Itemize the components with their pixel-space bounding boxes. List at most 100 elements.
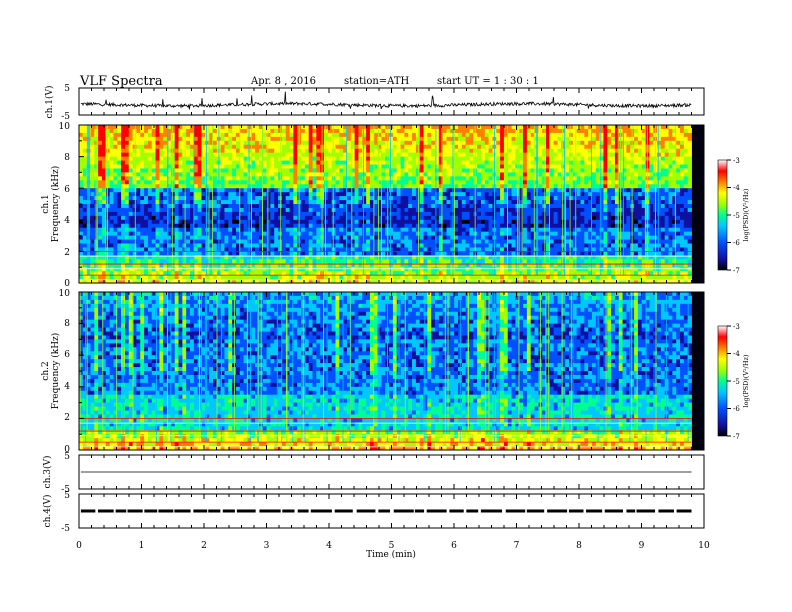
- spectrogram-cell: [526, 184, 532, 189]
- spectrogram-cell: [381, 231, 386, 236]
- spectrogram-cell: [523, 168, 528, 173]
- spectrogram-cell: [408, 172, 413, 177]
- spectrogram-cell: [98, 223, 103, 229]
- spectrogram-cell: [523, 207, 528, 213]
- spectrogram-cell: [101, 176, 107, 181]
- spectrogram-cell: [335, 184, 340, 189]
- spectrogram-cell: [339, 192, 344, 197]
- spectrogram-cell: [101, 227, 107, 233]
- spectrogram-cell: [496, 192, 501, 197]
- spectrogram-cell: [358, 219, 363, 225]
- spectrogram-cell: [124, 227, 130, 233]
- spectrogram-cell: [435, 251, 440, 256]
- spectrogram-cell: [392, 164, 398, 169]
- spectrogram-cell: [488, 231, 493, 236]
- spectrogram-cell: [530, 219, 535, 225]
- spectrogram-cell: [197, 239, 202, 244]
- spectrogram-cell: [350, 136, 356, 142]
- spectrogram-cell: [346, 128, 352, 134]
- spectrogram-cell: [442, 223, 447, 229]
- spectrogram-cell: [132, 251, 137, 256]
- spectrogram-cell: [220, 271, 225, 276]
- spectrogram-cell: [113, 235, 118, 240]
- spectrogram-cell: [465, 132, 470, 138]
- spectrogram-cell: [308, 279, 313, 284]
- spectrogram-cell: [469, 243, 474, 248]
- spectrogram-cell: [427, 267, 432, 272]
- spectrogram-cell: [304, 172, 310, 177]
- spectrogram-cell: [121, 184, 126, 189]
- spectrogram-cell: [121, 200, 126, 205]
- spectrogram-cell: [496, 247, 501, 252]
- spectrogram-cell: [193, 188, 199, 193]
- spectrogram-cell: [124, 188, 130, 193]
- spectrogram-cell: [381, 188, 386, 193]
- spectrogram-cell: [423, 132, 428, 138]
- spectrogram-cell: [446, 231, 451, 236]
- spectrogram-cell: [389, 271, 394, 276]
- spectrogram-cell: [331, 172, 336, 177]
- spectrogram-cell: [212, 196, 218, 201]
- spectrogram-cell: [151, 271, 156, 276]
- spectrogram-cell: [258, 279, 264, 284]
- spectrogram-cell: [373, 204, 378, 209]
- spectrogram-cell: [392, 188, 398, 193]
- spectrogram-cell: [408, 128, 413, 134]
- spectrogram-cell: [167, 176, 172, 181]
- spectrogram-cell: [530, 192, 535, 197]
- spectrogram-cell: [163, 180, 168, 185]
- spectrogram-cell: [408, 176, 413, 181]
- spectrogram-cell: [140, 152, 145, 157]
- spectrogram-cell: [358, 263, 363, 268]
- spectrogram-cell: [431, 204, 436, 209]
- spectrogram-cell: [159, 136, 164, 142]
- spectrogram-cell: [243, 279, 248, 284]
- spectrogram-cell: [266, 215, 271, 221]
- spectrogram-cell: [262, 271, 267, 276]
- spectrogram-cell: [278, 192, 283, 197]
- spectrogram-cell: [212, 267, 218, 272]
- spectrogram-cell: [419, 255, 424, 260]
- spectrogram-cell: [415, 180, 421, 185]
- spectrogram-cell: [90, 231, 95, 236]
- spectrogram-cell: [327, 267, 333, 272]
- spectrogram-cell: [285, 172, 290, 177]
- spectrogram-cell: [312, 223, 317, 229]
- spectrogram-cell: [212, 192, 218, 197]
- spectrogram-cell: [526, 255, 532, 260]
- spectrogram-cell: [262, 180, 267, 185]
- spectrogram-cell: [201, 132, 206, 138]
- spectrogram-cell: [450, 204, 455, 209]
- spectrogram-cell: [243, 239, 248, 244]
- spectrogram-cell: [308, 219, 313, 225]
- spectrogram-cell: [465, 207, 470, 213]
- spectrogram-cell: [289, 223, 294, 229]
- spectrogram-cell: [132, 164, 137, 169]
- spectrogram-cell: [526, 160, 532, 165]
- spectrogram-cell: [519, 207, 524, 213]
- spectrogram-cell: [136, 211, 141, 217]
- spectrogram-cell: [480, 160, 486, 165]
- spectrogram-cell: [285, 184, 290, 189]
- spectrogram-cell: [113, 160, 118, 165]
- spectrogram-cell: [251, 148, 256, 154]
- spectrogram-cell: [281, 152, 287, 157]
- spectrogram-cell: [381, 168, 386, 173]
- spectrogram-cell: [389, 180, 394, 185]
- spectrogram-cell: [423, 207, 428, 213]
- spectrogram-cell: [477, 259, 482, 264]
- spectrogram-cell: [519, 192, 524, 197]
- spectrogram-cell: [503, 136, 509, 142]
- spectrogram-cell: [331, 255, 336, 260]
- spectrogram-cell: [507, 132, 512, 138]
- spectrogram-cell: [239, 207, 245, 213]
- spectrogram-cell: [542, 227, 547, 233]
- spectrogram-cell: [354, 160, 359, 165]
- spectrogram-cell: [396, 125, 401, 130]
- spectrogram-cell: [212, 136, 218, 142]
- spectrogram-cell: [308, 160, 313, 165]
- spectrogram-cell: [503, 156, 509, 161]
- spectrogram-cell: [369, 172, 375, 177]
- spectrogram-cell: [209, 207, 214, 213]
- spectrogram-cell: [438, 160, 444, 165]
